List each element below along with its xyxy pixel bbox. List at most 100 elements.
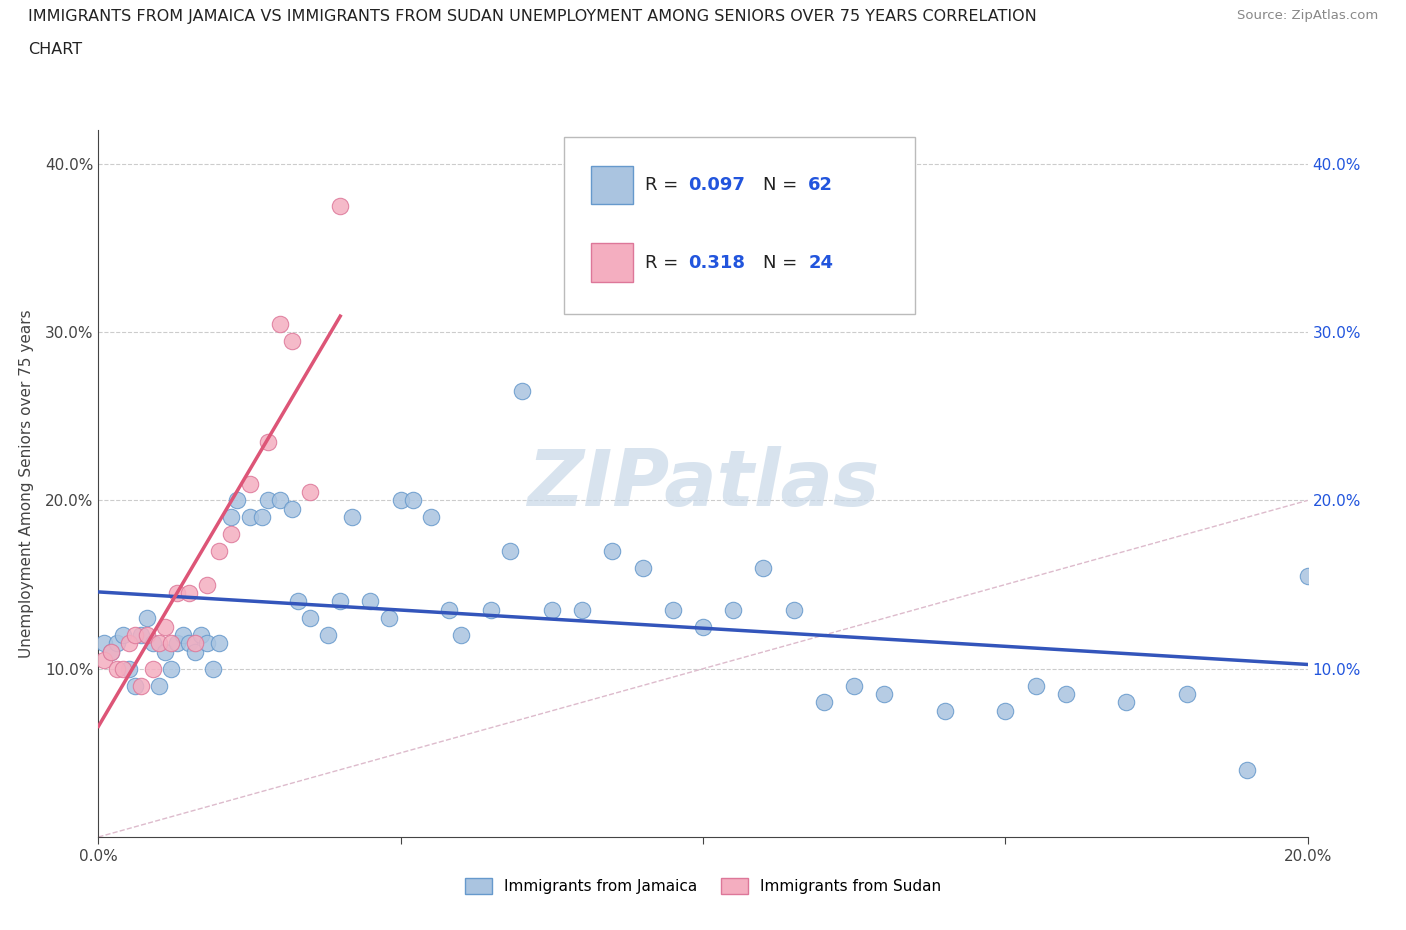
Text: CHART: CHART [28, 42, 82, 57]
Point [1024, 678, 1046, 693]
Point [195, 636, 218, 651]
Point [342, 510, 364, 525]
Point [166, 586, 188, 601]
Point [124, 678, 146, 693]
Point [208, 636, 231, 651]
Point [873, 686, 896, 701]
Point [498, 543, 520, 558]
Point [221, 526, 243, 541]
Y-axis label: Unemployment Among Seniors over 75 years: Unemployment Among Seniors over 75 years [18, 310, 34, 658]
Point [100, 644, 122, 659]
Point [226, 493, 249, 508]
Point [166, 636, 188, 651]
Point [662, 603, 685, 618]
Text: 0.097: 0.097 [689, 177, 745, 194]
Point [360, 594, 382, 609]
Point [783, 603, 806, 618]
Point [281, 501, 304, 516]
Text: R =: R = [645, 254, 683, 272]
Point [105, 661, 128, 676]
Text: N =: N = [763, 177, 803, 194]
Point [148, 636, 170, 651]
Text: R =: R = [645, 177, 683, 194]
Point [1054, 686, 1077, 701]
Point [692, 619, 714, 634]
Point [723, 603, 745, 618]
FancyBboxPatch shape [591, 244, 633, 282]
Point [389, 493, 412, 508]
Point [105, 636, 128, 651]
Point [256, 493, 278, 508]
Point [481, 603, 503, 618]
Point [142, 636, 165, 651]
Text: 24: 24 [808, 254, 834, 272]
Point [402, 493, 425, 508]
Point [994, 703, 1017, 718]
Point [844, 678, 866, 693]
Point [299, 485, 322, 499]
Point [256, 434, 278, 449]
Point [153, 619, 176, 634]
Point [184, 644, 207, 659]
Point [184, 636, 207, 651]
Point [752, 560, 775, 575]
Point [316, 628, 339, 643]
Point [329, 594, 352, 609]
Point [160, 636, 183, 651]
Point [179, 586, 201, 601]
Legend: Immigrants from Jamaica, Immigrants from Sudan: Immigrants from Jamaica, Immigrants from… [458, 871, 948, 900]
Point [1115, 695, 1137, 710]
Point [329, 198, 352, 213]
Point [135, 628, 157, 643]
Point [195, 578, 218, 592]
Point [93, 653, 115, 668]
Point [124, 628, 146, 643]
Point [571, 603, 593, 618]
Point [420, 510, 443, 525]
Point [221, 510, 243, 525]
Point [142, 661, 165, 676]
Point [148, 678, 170, 693]
Point [160, 661, 183, 676]
Text: 0.318: 0.318 [689, 254, 745, 272]
Point [239, 476, 262, 491]
Point [540, 603, 562, 618]
Point [281, 333, 304, 348]
Text: N =: N = [763, 254, 803, 272]
Point [1296, 569, 1319, 584]
Text: ZIPatlas: ZIPatlas [527, 445, 879, 522]
Point [118, 661, 141, 676]
Point [287, 594, 309, 609]
Point [269, 493, 291, 508]
Point [135, 611, 157, 626]
Point [602, 543, 624, 558]
Point [450, 628, 472, 643]
Point [179, 636, 201, 651]
Point [299, 611, 322, 626]
Point [1175, 686, 1198, 701]
Point [111, 628, 134, 643]
Text: 62: 62 [808, 177, 834, 194]
Point [934, 703, 956, 718]
Point [1236, 763, 1258, 777]
Point [239, 510, 262, 525]
Point [269, 316, 291, 331]
Point [377, 611, 399, 626]
Point [129, 678, 152, 693]
FancyBboxPatch shape [564, 138, 915, 314]
Point [190, 628, 212, 643]
Point [631, 560, 654, 575]
Point [813, 695, 835, 710]
Text: IMMIGRANTS FROM JAMAICA VS IMMIGRANTS FROM SUDAN UNEMPLOYMENT AMONG SENIORS OVER: IMMIGRANTS FROM JAMAICA VS IMMIGRANTS FR… [28, 9, 1036, 24]
Point [437, 603, 460, 618]
Point [250, 510, 273, 525]
Text: Source: ZipAtlas.com: Source: ZipAtlas.com [1237, 9, 1378, 22]
FancyBboxPatch shape [591, 166, 633, 205]
Point [208, 543, 231, 558]
Point [129, 628, 152, 643]
Point [111, 661, 134, 676]
Point [100, 644, 122, 659]
Point [153, 644, 176, 659]
Point [510, 383, 533, 398]
Point [172, 628, 194, 643]
